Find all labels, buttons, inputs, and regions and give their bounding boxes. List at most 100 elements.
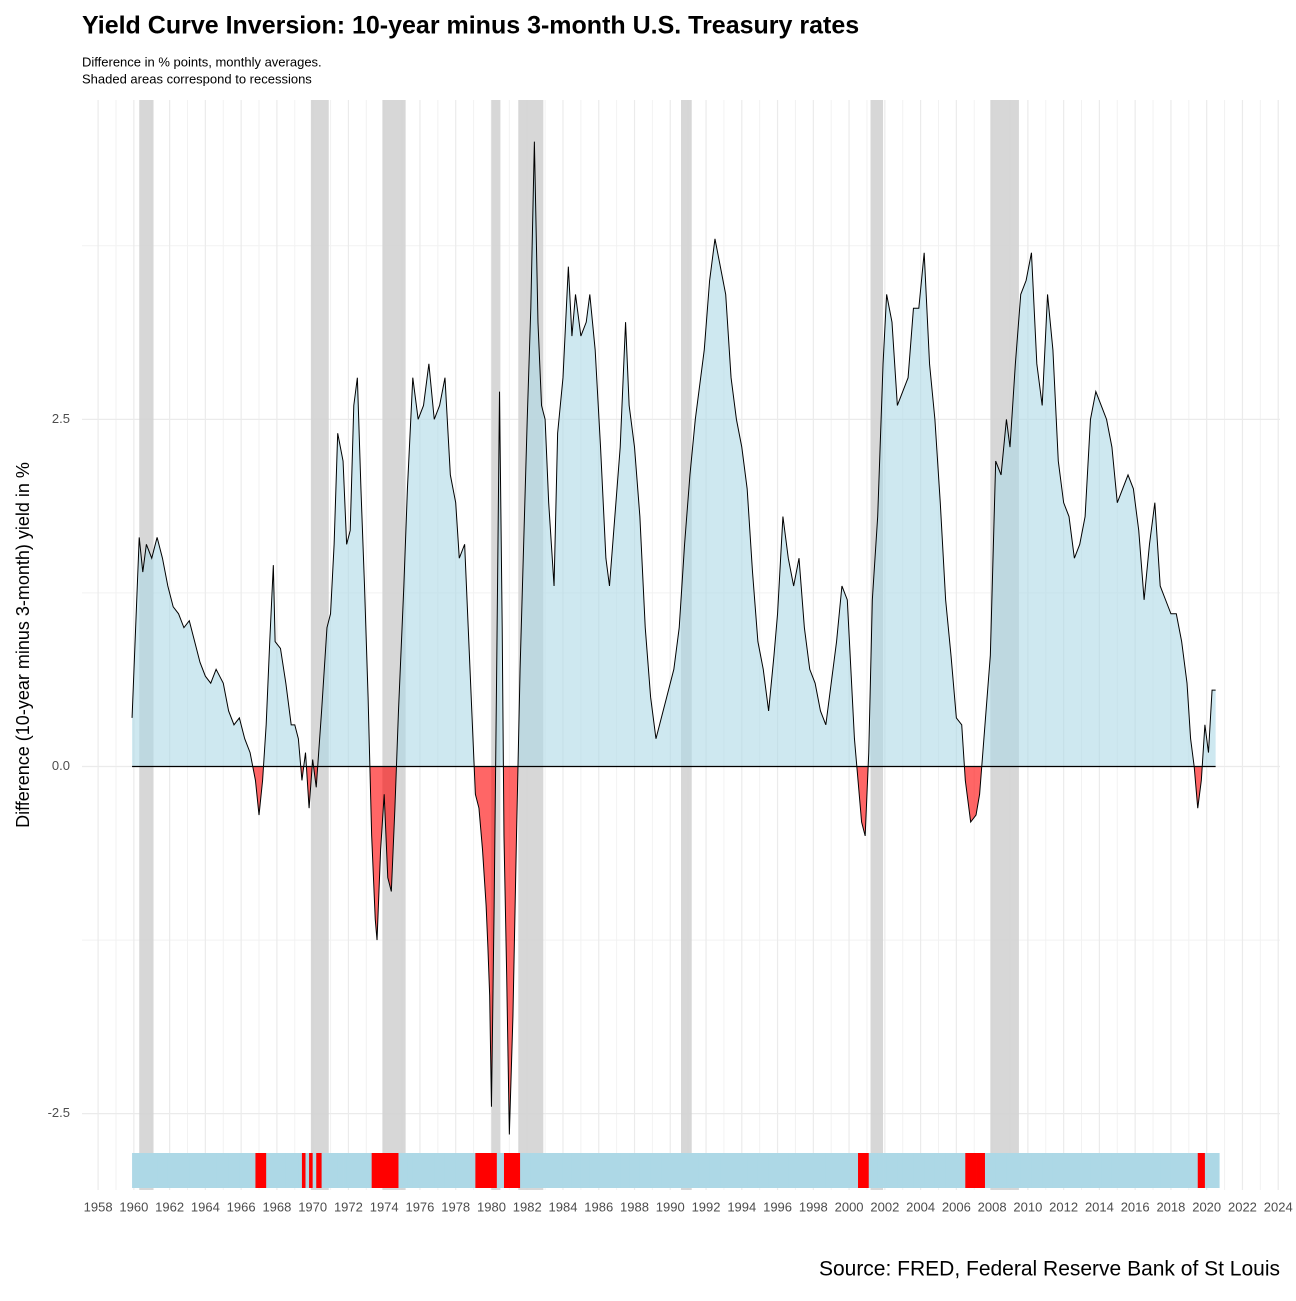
strip-segment (902, 1153, 909, 1188)
strip-segment (167, 1153, 174, 1188)
strip-segment (439, 1153, 446, 1188)
strip-segment (486, 1153, 489, 1188)
strip-segment (459, 1153, 466, 1188)
strip-segment (804, 1153, 811, 1188)
strip-segment (1106, 1153, 1113, 1188)
strip-segment (398, 1153, 405, 1188)
x-tick-label: 2024 (1264, 1199, 1293, 1214)
strip-segment (489, 1153, 492, 1188)
strip-segment (537, 1153, 542, 1188)
strip-segment (1187, 1153, 1191, 1188)
strip-segment (157, 1153, 163, 1188)
strip-segment (979, 1153, 986, 1188)
strip-segment (475, 1153, 480, 1188)
x-tick-label: 1972 (334, 1199, 363, 1214)
strip-segment (273, 1153, 276, 1188)
strip-segment (793, 1153, 800, 1188)
strip-segment (487, 1153, 491, 1188)
strip-segment (334, 1153, 339, 1188)
strip-segment (151, 1153, 158, 1188)
strip-segment (1204, 1153, 1209, 1188)
strip-segment (183, 1153, 190, 1188)
strip-segment (836, 1153, 843, 1188)
strip-segment (189, 1153, 196, 1188)
x-tick-label: 2012 (1049, 1199, 1078, 1214)
strip-segment (747, 1153, 753, 1188)
strip-segment (1052, 1153, 1059, 1188)
strip-segment (679, 1153, 685, 1188)
strip-segment (720, 1153, 727, 1188)
strip-segment (1031, 1153, 1038, 1188)
strip-segment (1047, 1153, 1054, 1188)
strip-segment (741, 1153, 748, 1188)
strip-segment (266, 1153, 271, 1188)
x-tick-label: 2002 (870, 1199, 899, 1214)
strip-segment (418, 1153, 424, 1188)
strip-segment (661, 1153, 668, 1188)
x-tick-label: 2008 (978, 1199, 1007, 1214)
strip-segment (353, 1153, 358, 1188)
strip-segment (305, 1153, 310, 1188)
strip-segment (891, 1153, 898, 1188)
strip-segment (464, 1153, 469, 1188)
strip-segment (301, 1153, 306, 1188)
strip-segment (1036, 1153, 1043, 1188)
strip-segment (580, 1153, 587, 1188)
spread-line (131, 141, 1216, 1135)
strip-segment (545, 1153, 550, 1188)
strip-segment (562, 1153, 569, 1188)
strip-segment (820, 1153, 827, 1188)
strip-segment (259, 1153, 263, 1188)
caption: Source: FRED, Federal Reserve Bank of St… (819, 1258, 1280, 1281)
strip-segment (841, 1153, 848, 1188)
strip-segment (639, 1153, 646, 1188)
strip-segment (704, 1153, 711, 1188)
x-tick-label: 2016 (1121, 1199, 1150, 1214)
strip-segment (1117, 1153, 1124, 1188)
strip-segment (825, 1153, 832, 1188)
strip-segment (1085, 1153, 1091, 1188)
strip-segment (655, 1153, 662, 1188)
strip-segment (210, 1153, 217, 1188)
strip-segment (494, 1153, 498, 1188)
strip-segment (918, 1153, 925, 1188)
strip-segment (412, 1153, 419, 1188)
strip-segment (1201, 1153, 1206, 1188)
strip-segment (1128, 1153, 1134, 1188)
strip-segment (815, 1153, 821, 1188)
x-tick-label: 1998 (799, 1199, 828, 1214)
x-tick-label: 1962 (155, 1199, 184, 1214)
strip-segment (326, 1153, 331, 1188)
x-tick-label: 1966 (227, 1199, 256, 1214)
strip-segment (1101, 1153, 1107, 1188)
strip-segment (407, 1153, 414, 1188)
strip-segment (850, 1153, 855, 1188)
strip-segment (768, 1153, 775, 1188)
strip-segment (294, 1153, 299, 1188)
y-tick-label: 2.5 (52, 411, 70, 426)
strip-segment (228, 1153, 235, 1188)
strip-segment (509, 1153, 514, 1188)
strip-segment (269, 1153, 274, 1188)
strip-segment (512, 1153, 517, 1188)
strip-segment (502, 1153, 505, 1188)
strip-segment (695, 1153, 700, 1188)
strip-segment (1190, 1153, 1195, 1188)
strip-segment (548, 1153, 555, 1188)
strip-segment (541, 1153, 546, 1188)
strip-segment (377, 1153, 382, 1188)
strip-segment (595, 1153, 601, 1188)
strip-segment (854, 1153, 859, 1188)
x-tick-label: 1990 (656, 1199, 685, 1214)
strip-segment (614, 1153, 621, 1188)
strip-segment (384, 1153, 389, 1188)
x-tick-label: 1988 (620, 1199, 649, 1214)
strip-segment (650, 1153, 657, 1188)
strip-segment (689, 1153, 696, 1188)
strip-segment (757, 1153, 764, 1188)
strip-segment (491, 1153, 495, 1188)
x-tick-label: 1976 (405, 1199, 434, 1214)
strip-segment (200, 1153, 206, 1188)
strip-segment (387, 1153, 392, 1188)
strip-segment (950, 1153, 957, 1188)
